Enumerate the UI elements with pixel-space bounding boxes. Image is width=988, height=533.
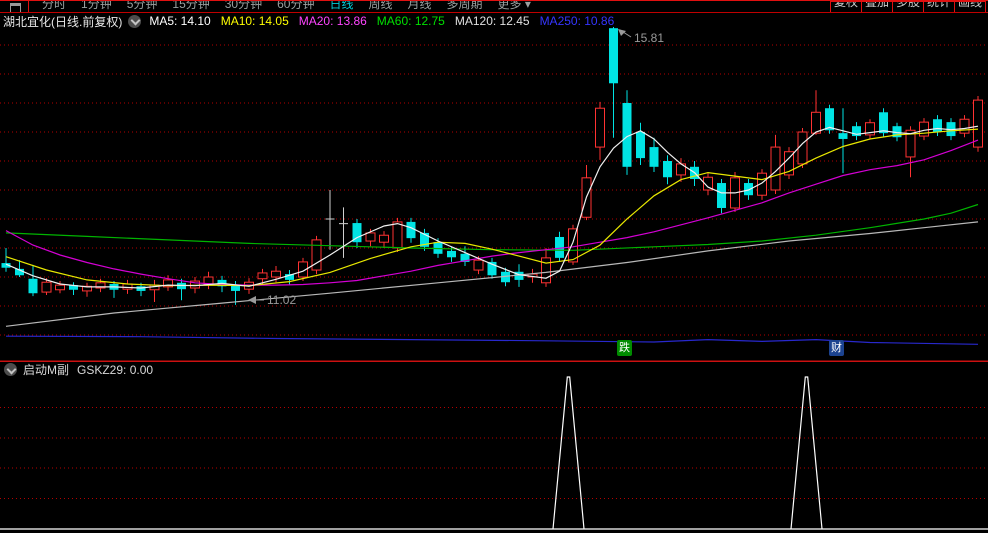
period-tabs: 分时 1分钟 5分钟 15分钟 30分钟 60分钟 日线 周线 月线 多周期 更多 ▾ (42, 0, 546, 12)
signal-badge: 财 (829, 340, 844, 356)
draw-line-button-label: 画线 (957, 1, 982, 9)
tab-15min[interactable]: 15分钟 (172, 0, 210, 11)
stock-title: 湖北宜化(日线.前复权) (3, 14, 123, 29)
tab-30min[interactable]: 30分钟 (224, 0, 263, 11)
tab-60min[interactable]: 60分钟 (277, 0, 315, 11)
svg-text:11.02: 11.02 (267, 293, 296, 307)
ma10-value: MA10: 14.05 (220, 14, 289, 28)
svg-text:15.81: 15.81 (634, 31, 664, 45)
tab-more[interactable]: 更多 ▾ (497, 0, 531, 11)
tab-monthly[interactable]: 月线 (407, 0, 432, 11)
chart-title-bar: 湖北宜化(日线.前复权) MA5: 14.10 MA10: 14.05 MA20: … (3, 14, 624, 29)
ma-values: MA5: 14.10 MA10: 14.05 MA20: 13.86 MA60: 12… (149, 14, 624, 28)
tab-1min[interactable]: 1分钟 (81, 0, 112, 11)
tab-5min[interactable]: 5分钟 (126, 0, 158, 11)
sub-indicator-name: 启动M副 (23, 363, 69, 377)
tab-fenshi[interactable]: 分时 (42, 0, 67, 11)
sub-indicator-header: 启动M副 GSKZ29: 0.00 (4, 362, 153, 377)
tab-daily[interactable]: 日线 (329, 0, 354, 11)
ma20-value: MA20: 13.86 (298, 14, 367, 28)
draw-line-button[interactable]: 画线 (954, 1, 986, 12)
overlay-button-label: 叠加 (864, 1, 889, 9)
ma250-value: MA250: 10.86 (539, 14, 615, 28)
signal-badge: 跌 (617, 340, 632, 356)
toolbar-buttons: 复权 叠加 多股 统计 画线 (830, 1, 986, 12)
chevron-down-icon[interactable] (128, 14, 142, 28)
grid-icon[interactable] (0, 1, 29, 12)
tab-weekly[interactable]: 周线 (368, 0, 393, 11)
tab-multi-period[interactable]: 多周期 (446, 0, 483, 11)
chevron-down-icon[interactable] (4, 363, 17, 376)
ma60-value: MA60: 12.75 (376, 14, 445, 28)
top-toolbar: 分时 1分钟 5分钟 15分钟 30分钟 60分钟 日线 周线 月线 多周期 更多 ▾ 复权 叠加 多股… (0, 0, 988, 13)
stats-button-label: 统计 (926, 1, 951, 9)
grid-icon-glyph (10, 3, 21, 12)
sub-indicator-value: GSKZ29: 0.00 (77, 362, 154, 377)
ma120-value: MA120: 12.45 (454, 14, 530, 28)
ma5-value: MA5: 14.10 (149, 14, 211, 28)
multi-stock-button-label: 多股 (895, 1, 920, 9)
adjust-price-button-label: 复权 (833, 1, 858, 9)
